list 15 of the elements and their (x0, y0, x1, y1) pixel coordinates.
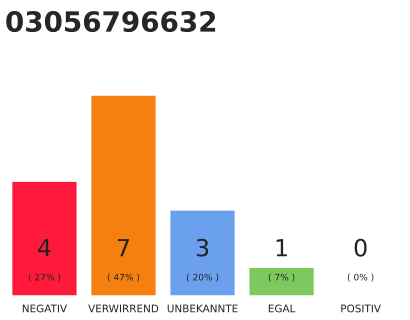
bar (10, 180, 78, 296)
chart-title: 03056796632 (6, 11, 216, 32)
data-label: 0 ( 0% ) (348, 238, 374, 282)
data-label: 3 ( 20% ) (186, 238, 218, 282)
x-tick-label: POSITIV (341, 304, 381, 312)
data-label: 4 ( 27% ) (28, 239, 60, 282)
data-label: 1 ( 7% ) (268, 239, 294, 282)
bar (248, 266, 316, 296)
x-tick-label: EGAL (268, 304, 296, 312)
bar (169, 209, 236, 296)
x-tick-label: NEGATIV (22, 304, 68, 312)
x-tick-label: VERWIRREND (88, 304, 158, 312)
data-label: 7 ( 47% ) (108, 239, 140, 282)
bar (90, 95, 157, 296)
x-tick-label: UNBEKANNTE (168, 304, 238, 312)
